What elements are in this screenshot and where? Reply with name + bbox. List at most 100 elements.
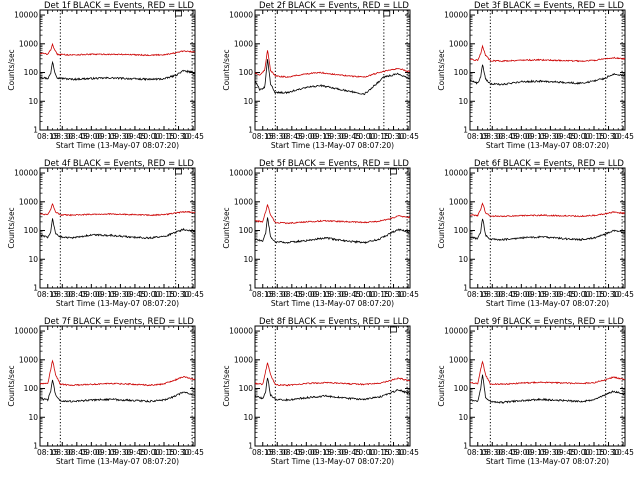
x-tick-label: 10:15 <box>583 448 605 457</box>
x-tick-label: 09:15 <box>95 448 117 457</box>
x-tick-label: 09:15 <box>525 448 547 457</box>
x-tick-label: 10:30 <box>598 132 620 141</box>
flag-box <box>383 10 391 17</box>
series-events-line <box>469 64 626 86</box>
y-tick-label: 1000 <box>19 39 38 48</box>
x-tick-label: 08:45 <box>281 132 303 141</box>
x-tick-label: 08:15 <box>467 448 489 457</box>
y-tick-label: 10 <box>28 413 38 422</box>
x-tick-label: 09:45 <box>339 448 361 457</box>
panel-det-4f: Det 4f BLACK = Events, RED = LLD 1 10 100 10… <box>7 159 204 308</box>
x-axis-label: Start Time (13-May-07 08:07:20) <box>271 141 394 150</box>
x-tick-label: 09:45 <box>124 132 146 141</box>
x-axis-label: Start Time (13-May-07 08:07:20) <box>56 141 179 150</box>
series-lld-line <box>254 204 411 225</box>
panel-title: Det 4f BLACK = Events, RED = LLD <box>44 159 194 169</box>
y-tick-label: 100 <box>24 226 39 235</box>
x-tick-label: 10:30 <box>383 290 405 299</box>
x-tick-label: 09:00 <box>81 448 103 457</box>
x-tick-label: 08:45 <box>66 448 88 457</box>
x-tick-label: 09:30 <box>540 290 562 299</box>
x-tick-label: 08:45 <box>66 290 88 299</box>
x-tick-label: 10:00 <box>354 132 376 141</box>
x-tick-label: 09:45 <box>554 290 576 299</box>
series-lld-line <box>39 359 196 387</box>
panel-det-3f: Det 3f BLACK = Events, RED = LLD 1 10 100 10… <box>437 1 634 150</box>
x-tick-label: 09:45 <box>554 132 576 141</box>
y-tick-label: 100 <box>239 384 254 393</box>
x-tick-label: 10:30 <box>168 290 190 299</box>
x-tick-label: 10:15 <box>368 290 390 299</box>
x-axis-label: Start Time (13-May-07 08:07:20) <box>271 299 394 308</box>
plot-frame <box>39 325 196 447</box>
x-tick-label: 09:00 <box>296 448 318 457</box>
y-tick-label: 10 <box>458 413 468 422</box>
y-tick-label: 10000 <box>229 169 253 178</box>
series-events-line <box>254 59 411 96</box>
plot-frame <box>254 167 411 289</box>
x-tick-label: 10:00 <box>569 290 591 299</box>
x-tick-label: 10:00 <box>569 448 591 457</box>
x-tick-label: 10:00 <box>139 448 161 457</box>
panel-title: Det 3f BLACK = Events, RED = LLD <box>474 1 624 11</box>
x-tick-label: 09:15 <box>310 290 332 299</box>
x-axis-label: Start Time (13-May-07 08:07:20) <box>486 457 609 466</box>
x-tick-label: 09:00 <box>81 290 103 299</box>
y-axis-label: Counts/sec <box>437 207 446 248</box>
y-tick-label: 1 <box>33 442 38 451</box>
x-tick-label: 10:45 <box>397 448 419 457</box>
x-tick-label: 10:15 <box>368 132 390 141</box>
y-tick-label: 1 <box>463 126 468 135</box>
series-events-line <box>39 218 196 240</box>
y-tick-label: 1 <box>248 442 253 451</box>
x-tick-label: 10:45 <box>612 448 634 457</box>
y-tick-label: 100 <box>24 384 39 393</box>
panel-title: Det 1f BLACK = Events, RED = LLD <box>44 1 194 11</box>
x-tick-label: 10:30 <box>383 132 405 141</box>
x-tick-label: 09:00 <box>81 132 103 141</box>
panel-title: Det 8f BLACK = Events, RED = LLD <box>259 317 409 327</box>
x-tick-label: 08:45 <box>496 132 518 141</box>
plot-frame <box>39 9 196 131</box>
x-tick-label: 09:15 <box>95 290 117 299</box>
plot-frame <box>39 167 196 289</box>
x-tick-label: 08:15 <box>37 290 59 299</box>
x-tick-label: 08:30 <box>481 448 503 457</box>
panel-title: Det 6f BLACK = Events, RED = LLD <box>474 159 624 169</box>
y-tick-label: 10000 <box>14 169 38 178</box>
x-tick-label: 10:30 <box>598 290 620 299</box>
x-tick-label: 09:15 <box>95 132 117 141</box>
plot-frame <box>254 9 411 131</box>
y-tick-label: 100 <box>24 68 39 77</box>
panel-title: Det 7f BLACK = Events, RED = LLD <box>44 317 194 327</box>
x-tick-label: 08:30 <box>481 132 503 141</box>
x-tick-label: 08:15 <box>467 132 489 141</box>
y-tick-label: 1 <box>463 284 468 293</box>
x-axis-label: Start Time (13-May-07 08:07:20) <box>56 299 179 308</box>
x-tick-label: 09:15 <box>310 132 332 141</box>
y-tick-label: 1000 <box>234 197 253 206</box>
y-tick-label: 10000 <box>229 327 253 336</box>
y-tick-label: 1000 <box>234 355 253 364</box>
y-tick-label: 10000 <box>229 11 253 20</box>
x-tick-label: 08:30 <box>266 290 288 299</box>
x-tick-label: 09:30 <box>540 448 562 457</box>
y-axis-label: Counts/sec <box>437 365 446 406</box>
y-tick-label: 1000 <box>19 197 38 206</box>
x-tick-label: 08:30 <box>266 448 288 457</box>
y-tick-label: 1 <box>248 284 253 293</box>
x-tick-label: 09:30 <box>110 132 132 141</box>
x-tick-label: 09:30 <box>325 448 347 457</box>
y-tick-label: 10 <box>28 97 38 106</box>
x-tick-label: 09:30 <box>110 290 132 299</box>
y-axis-label: Counts/sec <box>222 207 231 248</box>
x-tick-label: 09:15 <box>525 132 547 141</box>
x-tick-label: 10:45 <box>612 290 634 299</box>
x-axis-label: Start Time (13-May-07 08:07:20) <box>486 299 609 308</box>
y-tick-label: 10 <box>243 413 253 422</box>
series-events-line <box>469 374 626 404</box>
y-tick-label: 100 <box>239 68 254 77</box>
series-lld-line <box>39 202 196 217</box>
plot-frame <box>469 167 626 289</box>
